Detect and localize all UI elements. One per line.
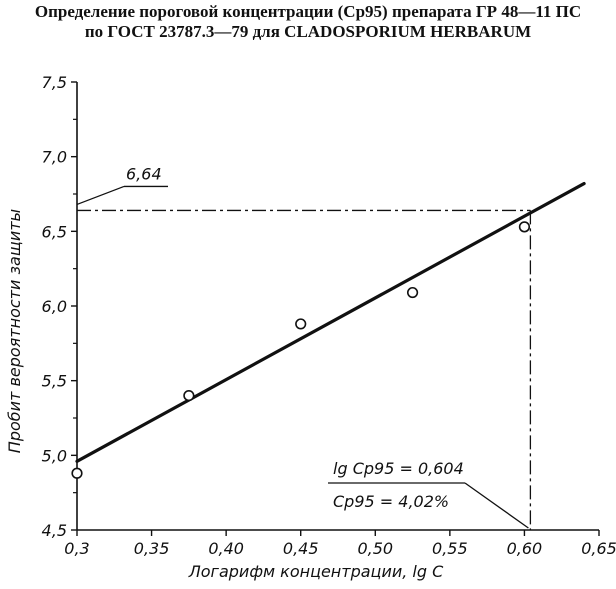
data-point — [295, 318, 307, 330]
c-value-annotation: Cp95 = 4,02% — [333, 492, 449, 511]
threshold-y-value: 6,64 — [126, 164, 162, 183]
data-points — [71, 221, 531, 479]
x-axis-label: Логарифм концентрации, lg C — [188, 562, 444, 581]
x-tick-label: 0,65 — [581, 539, 616, 558]
y-tick-label: 5,0 — [42, 446, 67, 465]
data-point — [518, 221, 531, 233]
tick-labels: 4,5 5,0 5,5 6,0 6,5 7,0 7,5 0,3 0,35 0,40 0,45 0,50… — [42, 73, 616, 558]
x-tick-label: 0,55 — [432, 539, 468, 558]
annotation-leader — [464, 482, 529, 529]
y-tick-label: 4,5 — [42, 521, 67, 540]
y-axis-label: Пробит вероятности защиты — [5, 209, 24, 453]
x-tick-label: 0,3 — [64, 539, 89, 558]
chart-title-line-1: Определение пороговой концентрации (Ср95… — [34, 2, 582, 21]
x-tick-label: 0,35 — [134, 539, 170, 558]
tick-marks — [71, 81, 600, 536]
data-point — [71, 467, 83, 479]
data-point — [183, 390, 195, 402]
x-tick-label: 0,60 — [507, 539, 543, 558]
y-tick-label: 6,5 — [42, 222, 67, 241]
y-tick-label: 5,5 — [42, 372, 67, 391]
y-tick-label: 6,0 — [42, 297, 67, 316]
x-tick-label: 0,50 — [357, 539, 393, 558]
y-tick-label: 7,5 — [42, 73, 67, 92]
chart-title: Определение пороговой концентрации (Ср95… — [0, 2, 616, 42]
annotations: 6,64 lg Cp95 = 0,604 Cp95 = 4,02% — [76, 164, 529, 529]
lg-c-annotation: lg Cp95 = 0,604 — [333, 459, 464, 478]
x-tick-label: 0,40 — [208, 539, 244, 558]
fit-line — [75, 181, 586, 463]
y-tick-label: 7,0 — [42, 148, 67, 167]
chart-title-line-2: по ГОСТ 23787.3—79 для CLADOSPORIUM HERB… — [84, 22, 532, 41]
x-tick-label: 0,45 — [283, 539, 319, 558]
threshold-guides — [77, 209, 532, 530]
threshold-y-leader — [76, 185, 125, 206]
data-point — [406, 286, 419, 299]
fit-line-group — [75, 181, 586, 463]
